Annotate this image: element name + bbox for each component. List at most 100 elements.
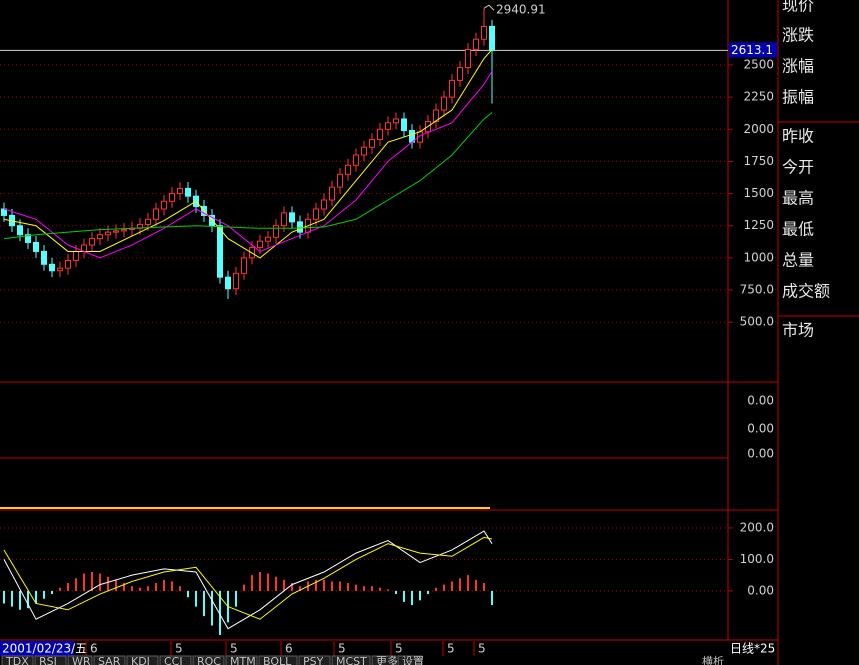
indicator-tab-label[interactable]: 更多 bbox=[376, 654, 398, 665]
y-tick-label: 2250 bbox=[743, 90, 774, 104]
indicator-value: 0.00 bbox=[747, 394, 774, 408]
candle-body bbox=[65, 259, 71, 269]
max-marker bbox=[483, 4, 495, 11]
indicator-tab-label[interactable]: CCI bbox=[164, 655, 183, 665]
y-tick-label: 200.0 bbox=[740, 520, 774, 534]
indicator-tab-label[interactable]: RSI bbox=[39, 655, 57, 665]
candle-body bbox=[377, 128, 383, 141]
candle-body bbox=[97, 234, 103, 240]
x-tick-label: 6 bbox=[90, 642, 98, 656]
indicator-tab[interactable] bbox=[67, 655, 93, 665]
indicator-tab[interactable] bbox=[298, 655, 331, 665]
side-tab[interactable]: 横析 bbox=[702, 654, 724, 665]
indicator-tab[interactable] bbox=[225, 655, 258, 665]
candle-body bbox=[25, 234, 31, 243]
candle-body bbox=[361, 146, 367, 156]
indicator-tab-label[interactable]: SAR bbox=[98, 655, 121, 665]
quote-label: 现价 bbox=[782, 0, 814, 15]
candle-body bbox=[105, 231, 111, 236]
quote-label: 总量 bbox=[782, 251, 814, 270]
y-tick-label: 1750 bbox=[743, 154, 774, 168]
candle-body bbox=[265, 236, 271, 242]
indicator-tab-label[interactable]: KDJ bbox=[131, 655, 150, 665]
candle-body bbox=[297, 221, 303, 233]
x-tick-label: 5 bbox=[230, 642, 238, 656]
candle-body bbox=[33, 241, 39, 252]
candle-body bbox=[185, 187, 191, 197]
indicator-line bbox=[3, 530, 493, 630]
candle-body bbox=[289, 212, 295, 223]
quote-label: 振幅 bbox=[782, 88, 814, 107]
y-tick-label: 0.00 bbox=[747, 583, 774, 597]
quote-label: 市场 bbox=[782, 321, 814, 340]
indicator-tab[interactable] bbox=[34, 655, 67, 665]
candle-body bbox=[169, 193, 175, 202]
candle-body bbox=[401, 118, 407, 132]
quote-label: 最高 bbox=[782, 189, 814, 208]
quote-label: 昨收 bbox=[782, 127, 814, 146]
indicator-tab[interactable] bbox=[1, 655, 34, 665]
x-tick-label: 5 bbox=[338, 642, 346, 656]
indicator-tab[interactable] bbox=[93, 655, 126, 665]
indicator-tab-label[interactable]: WR bbox=[72, 655, 91, 665]
period-label[interactable]: 日线*25 bbox=[730, 642, 775, 656]
y-tick-label: 2000 bbox=[743, 122, 774, 136]
indicator-tab[interactable] bbox=[126, 655, 159, 665]
candle-body bbox=[281, 212, 287, 227]
indicator-tab-label[interactable]: MTM bbox=[230, 655, 256, 665]
candle-body bbox=[449, 79, 455, 98]
quote-label: 涨幅 bbox=[782, 57, 814, 76]
indicator-tab-label[interactable]: BOLL bbox=[263, 655, 292, 665]
candle-body bbox=[369, 139, 375, 148]
y-tick-label: 500.0 bbox=[740, 315, 774, 329]
indicator-tab-label[interactable]: MCST bbox=[336, 655, 367, 665]
indicator-tab-label[interactable]: TDX bbox=[5, 655, 29, 665]
candle-body bbox=[345, 164, 351, 175]
candle-body bbox=[321, 199, 327, 210]
indicator-value: 0.00 bbox=[747, 422, 774, 436]
candle-body bbox=[313, 208, 319, 220]
quote-label: 涨跌 bbox=[782, 26, 814, 45]
candle-body bbox=[473, 38, 479, 51]
indicator-tab[interactable] bbox=[331, 655, 371, 665]
indicator-tab-label[interactable]: ROC bbox=[197, 655, 221, 665]
candle-body bbox=[433, 109, 439, 123]
indicator-tab-label[interactable]: PSY bbox=[303, 655, 324, 665]
candle-body bbox=[217, 225, 223, 278]
indicator-value: 0.00 bbox=[747, 447, 774, 461]
indicator-tab[interactable] bbox=[371, 655, 397, 665]
candle-body bbox=[385, 122, 391, 130]
date-label: 2001/02/23/五 bbox=[2, 642, 87, 656]
date-box bbox=[0, 641, 74, 656]
indicator-tab-label[interactable]: 设置 bbox=[402, 655, 424, 665]
x-tick-label: 5 bbox=[175, 642, 183, 656]
indicator-tab[interactable] bbox=[159, 655, 192, 665]
indicator-line bbox=[3, 49, 493, 259]
indicator-line bbox=[3, 71, 493, 259]
indicator-tab[interactable] bbox=[192, 655, 225, 665]
indicator-line bbox=[3, 112, 493, 240]
y-tick-label: 1250 bbox=[743, 218, 774, 232]
candle-body bbox=[257, 240, 263, 249]
last-price-box bbox=[729, 42, 777, 58]
y-tick-label: 1500 bbox=[743, 186, 774, 200]
x-tick-label: 5 bbox=[395, 642, 403, 656]
candle-body bbox=[153, 208, 159, 220]
x-tick-label: 6 bbox=[285, 642, 293, 656]
candle-body bbox=[465, 49, 471, 69]
last-price-label: 2613.1 bbox=[731, 43, 773, 57]
quote-label: 最低 bbox=[782, 220, 814, 239]
quote-label: 成交额 bbox=[782, 282, 830, 301]
candle-body bbox=[489, 25, 495, 51]
candle-body bbox=[273, 225, 279, 238]
candle-body bbox=[41, 250, 47, 265]
candle-body bbox=[353, 154, 359, 166]
indicator-tab[interactable] bbox=[397, 655, 423, 665]
indicator-tab[interactable] bbox=[258, 655, 298, 665]
candle-body bbox=[49, 263, 55, 272]
candle-body bbox=[393, 118, 399, 124]
candle-body bbox=[145, 218, 151, 225]
candle-body bbox=[441, 96, 447, 111]
x-tick-label: 5 bbox=[478, 642, 486, 656]
y-tick-label: 2500 bbox=[743, 57, 774, 71]
